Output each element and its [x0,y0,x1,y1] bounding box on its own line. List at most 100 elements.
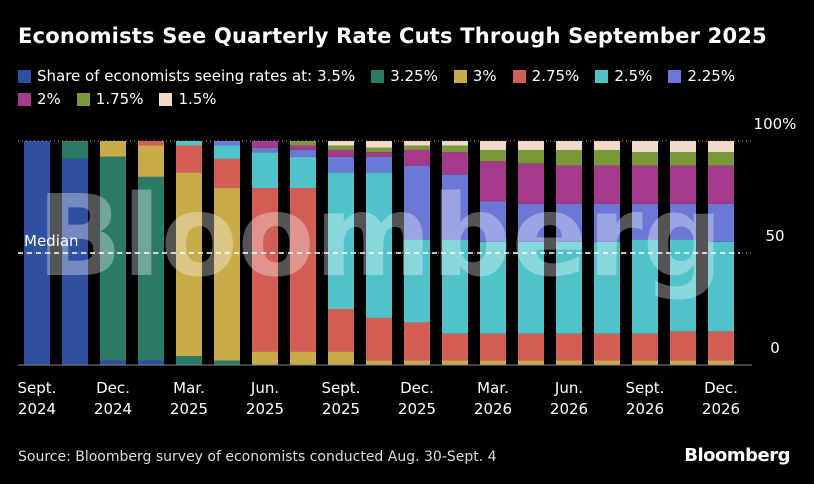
bar-segment [670,239,696,332]
bar-segment [214,158,240,189]
bar-segment [708,203,734,242]
bar-segment [594,333,620,361]
bar-segment [670,152,696,166]
bar-segment [518,360,544,365]
legend-label: 1.5% [178,90,217,108]
legend-item: 2.25% [668,65,735,88]
bar-segment [404,360,430,365]
legend: Share of economists seeing rates at: 3.5%… [18,65,798,111]
bar-segment [670,331,696,361]
legend-swatch [595,70,609,83]
legend-swatch [512,70,526,83]
bar-segment [100,360,126,365]
bar-segment [480,241,506,334]
legend-swatch [159,93,173,106]
bar-segment [480,149,506,162]
bar-segment [442,174,468,240]
bar-segment [632,239,658,334]
bar-segment [480,201,506,242]
x-tick-label: Sept. 2024 [17,379,57,418]
source-note: Source: Bloomberg survey of economists c… [18,449,497,465]
bar-segment [176,356,202,365]
bar-segment [632,152,658,166]
bar-segment [556,360,582,365]
legend-item: 3% [453,65,497,88]
bar-segment [366,156,392,173]
bar-segment [290,351,316,365]
bar-segment [594,165,620,204]
x-tick-label: Sept. 2025 [321,379,361,418]
bar-segment [366,152,392,157]
bar-segment [708,241,734,332]
bar-segment [632,360,658,365]
legend-label: 1.75% [95,90,144,108]
bar-segment [632,141,658,153]
bar-segment [252,152,278,189]
bar-segment [708,152,734,166]
bar-segment [632,333,658,361]
legend-item: Share of economists seeing rates at: 3.5% [18,65,355,88]
legend-swatch [76,93,90,106]
legend-item: 2.5% [595,65,652,88]
x-tick-label: Dec. 2025 [397,379,437,418]
bar-segment [328,172,354,309]
bar-segment [328,156,354,173]
bar-segment [670,141,696,153]
bar-segment [366,317,392,361]
bar-segment [176,172,202,357]
bar-segment [442,141,468,146]
bar-segment [328,309,354,352]
bar-segment [556,149,582,166]
bar-segment [442,152,468,175]
bar-segment [708,331,734,361]
bar-segment [442,145,468,153]
legend-label: 2.5% [614,67,653,85]
legend-swatch [668,70,682,83]
x-tick-label: Dec. 2026 [701,379,741,418]
bar-segment [480,161,506,202]
bar-segment [442,239,468,334]
bar-segment [594,149,620,166]
legend-swatch [18,70,31,83]
bar-segment [480,141,506,150]
legend-label: 3.25% [390,67,438,85]
bar-segment [518,333,544,361]
bar-segment [594,141,620,150]
bar-segment [632,203,658,240]
bar-segment [214,188,240,361]
legend-item: 2.75% [512,65,580,88]
bar-segment [670,360,696,365]
bar-segment [290,141,316,146]
bar-segment [404,149,430,166]
bar-segment [214,360,240,365]
bar-segment [252,351,278,365]
bar-segment [594,203,620,242]
bar-segment [556,165,582,204]
bar-segment [708,360,734,365]
bar-segment [670,203,696,240]
x-tick-label: Jun. 2025 [245,379,285,418]
bar-segment [100,141,126,157]
bar-segment [708,141,734,153]
legend-item: 1.5% [159,88,217,111]
bar-segment [518,163,544,204]
bar-segment [328,149,354,157]
legend-swatch [371,70,385,83]
bar-segment [404,145,430,150]
bar-segment [366,360,392,365]
bar-segment [518,141,544,150]
x-tick-label: Mar. 2025 [169,379,209,418]
bar-segment [442,360,468,365]
y-tick-label: 50 [765,227,784,245]
watermark: Bloomberg [37,172,723,302]
bar-segment [556,141,582,150]
bar-segment [518,203,544,242]
bar-segment [594,241,620,334]
bar-segment [366,147,392,153]
legend-item: 1.75% [76,88,144,111]
legend-label: 2.75% [531,67,580,85]
bar-segment [366,172,392,318]
bar-segment [62,141,88,159]
bar-segment [252,188,278,352]
